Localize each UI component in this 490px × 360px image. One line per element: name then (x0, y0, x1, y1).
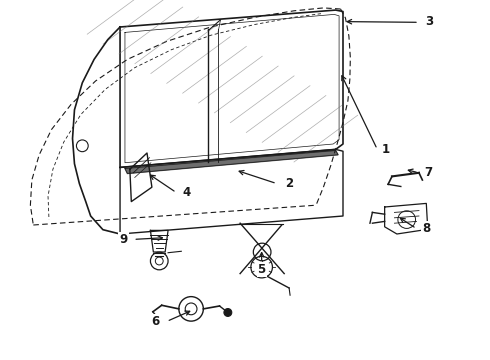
Text: 7: 7 (425, 166, 433, 179)
Text: 9: 9 (120, 233, 127, 246)
Text: 1: 1 (382, 143, 390, 156)
Text: 4: 4 (182, 186, 190, 199)
Polygon shape (125, 150, 338, 174)
Text: 2: 2 (285, 177, 293, 190)
Text: 8: 8 (422, 222, 430, 235)
Circle shape (224, 309, 232, 316)
Text: 3: 3 (425, 15, 433, 28)
Text: 6: 6 (152, 315, 160, 328)
Text: 5: 5 (258, 263, 266, 276)
